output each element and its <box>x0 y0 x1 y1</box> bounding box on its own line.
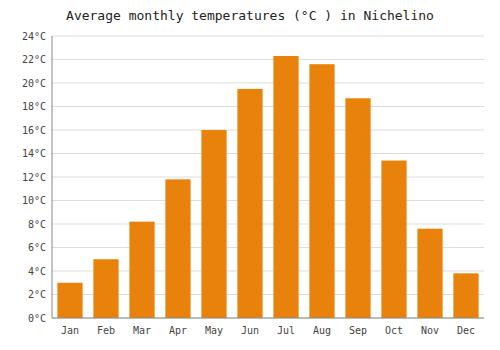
y-tick-label: 18°C <box>22 101 46 112</box>
x-tick-label: Mar <box>133 325 151 336</box>
x-tick-label: Jun <box>241 325 259 336</box>
x-tick-label: Aug <box>313 325 331 336</box>
bar <box>309 64 334 318</box>
y-axis-line <box>52 36 53 318</box>
y-tick-label: 8°C <box>28 219 46 230</box>
x-tick-label: Nov <box>421 325 439 336</box>
y-axis: 0°C 2°C 4°C 6°C 8°C 10°C 12°C 14°C 16°C 18°C 20°C 2… <box>22 31 484 324</box>
x-tick-label: Oct <box>385 325 403 336</box>
grid-line <box>52 200 484 201</box>
chart: 0°C 2°C 4°C 6°C 8°C 10°C 12°C 14°C 16°C 18°C 20°C 2… <box>0 0 500 350</box>
grid-line <box>52 130 484 131</box>
bar <box>165 179 190 318</box>
y-tick-label: 22°C <box>22 54 46 65</box>
bar <box>201 130 226 318</box>
y-tick-label: 24°C <box>22 31 46 42</box>
x-tick-label: Sep <box>349 325 367 336</box>
bar <box>273 56 298 318</box>
bar <box>129 222 154 318</box>
y-tick-label: 2°C <box>28 289 46 300</box>
x-tick-label: May <box>205 325 223 336</box>
bar <box>453 273 478 318</box>
bar <box>417 229 442 318</box>
x-axis-line <box>52 318 484 319</box>
y-tick-label: 16°C <box>22 125 46 136</box>
grid-line <box>52 59 484 60</box>
grid-line <box>52 224 484 225</box>
y-tick-label: 0°C <box>28 313 46 324</box>
bar <box>57 283 82 318</box>
bar <box>93 259 118 318</box>
bar <box>237 89 262 318</box>
grid-line <box>52 177 484 178</box>
y-tick-label: 14°C <box>22 148 46 159</box>
bar <box>381 161 406 318</box>
title: Average monthly temperatures (°C ) in Ni… <box>66 8 434 23</box>
grid-line <box>52 153 484 154</box>
x-tick-label: Dec <box>457 325 475 336</box>
y-tick-label: 10°C <box>22 195 46 206</box>
bar <box>345 98 370 318</box>
y-tick-label: 4°C <box>28 266 46 277</box>
x-axis: Jan Feb Mar Apr May Jun Jul Aug Sep Oct Nov Dec <box>61 325 475 336</box>
x-tick-label: Feb <box>97 325 115 336</box>
grid-line <box>52 106 484 107</box>
grid-line <box>52 83 484 84</box>
x-tick-label: Jul <box>277 325 295 336</box>
x-tick-label: Apr <box>169 325 187 336</box>
y-tick-label: 20°C <box>22 78 46 89</box>
grid-line <box>52 36 484 37</box>
bars <box>57 56 478 318</box>
x-tick-label: Jan <box>61 325 79 336</box>
y-tick-label: 6°C <box>28 242 46 253</box>
grid-line <box>52 318 484 319</box>
y-tick-label: 12°C <box>22 172 46 183</box>
